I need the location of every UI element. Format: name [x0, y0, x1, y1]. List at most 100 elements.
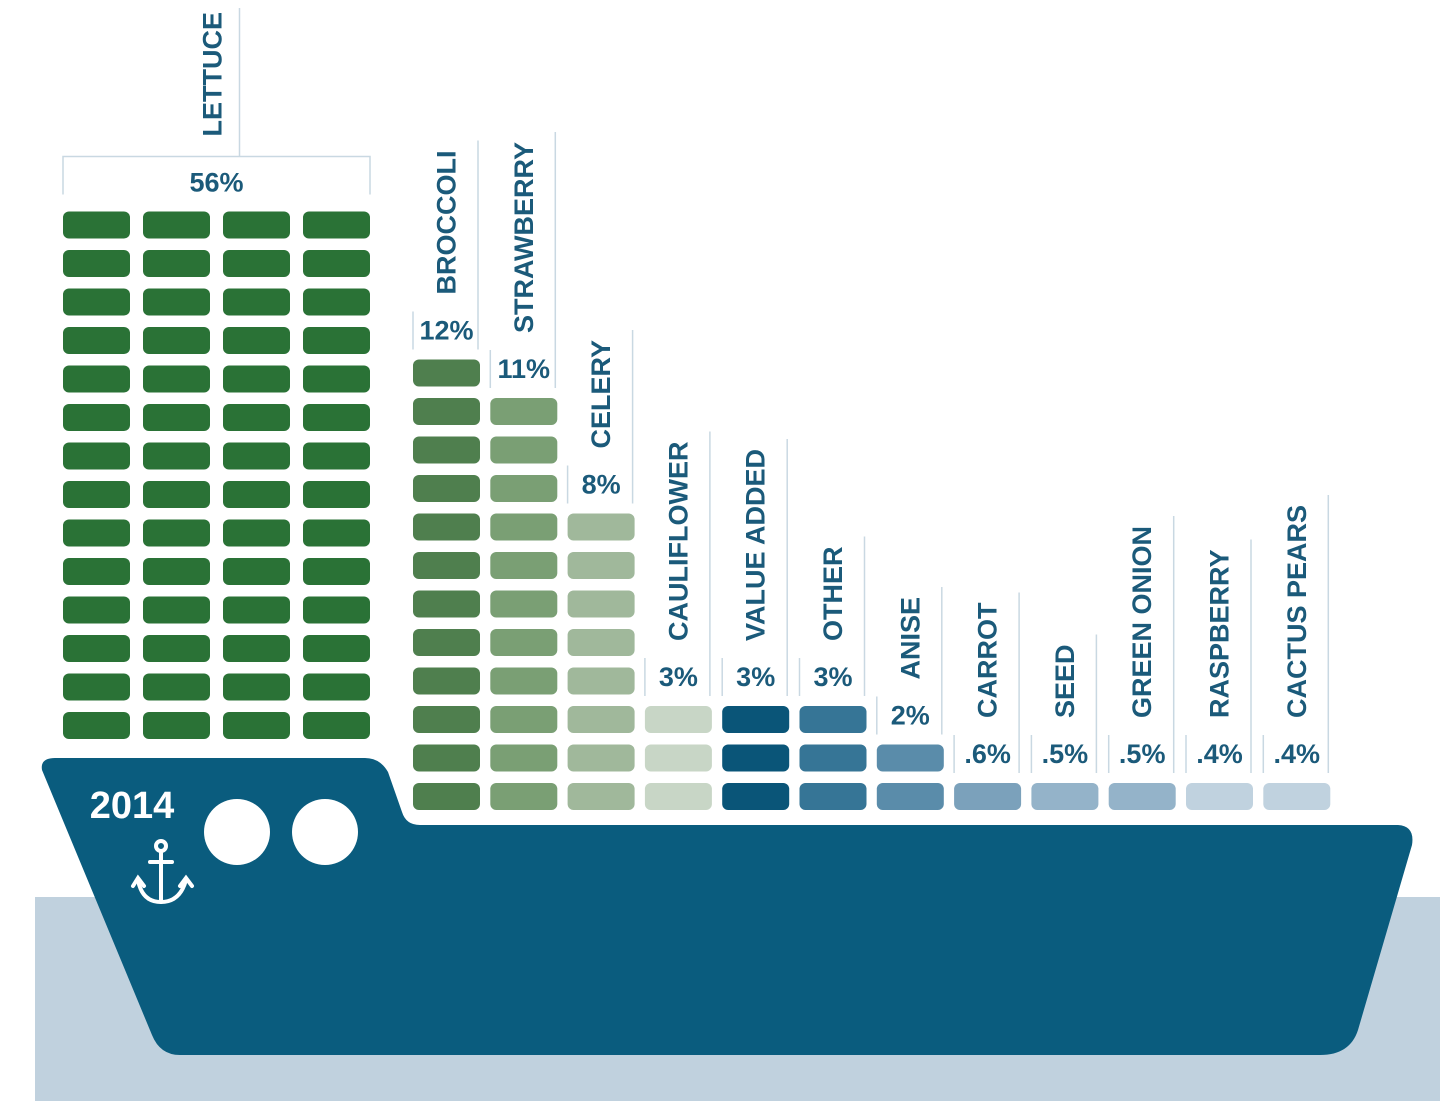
anchor-icon [131, 839, 194, 905]
container [63, 288, 130, 316]
category-label: CACTUS PEARS [1282, 505, 1312, 718]
container [490, 398, 558, 425]
container [143, 211, 210, 239]
container [63, 327, 130, 354]
value-label: 11% [498, 354, 551, 384]
ship-hull [41, 758, 1413, 1055]
container [413, 475, 480, 502]
container-stack [722, 706, 790, 810]
container [1186, 783, 1253, 810]
container [722, 783, 790, 810]
value-label: .5% [1042, 739, 1089, 769]
category-label: ANISE [895, 597, 925, 680]
container [567, 706, 635, 733]
category-label: GREEN ONION [1127, 526, 1157, 718]
container [63, 250, 130, 277]
container-stack [644, 706, 712, 810]
container [644, 744, 712, 772]
porthole [204, 799, 270, 865]
container [303, 481, 370, 508]
container [1031, 783, 1099, 810]
container [223, 327, 290, 354]
category-label: RASPBERRY [1205, 549, 1235, 718]
container [413, 590, 480, 618]
value-label: .5% [1119, 739, 1166, 769]
container [303, 365, 370, 393]
container [143, 481, 210, 508]
container-stack [954, 783, 1022, 810]
container [63, 596, 130, 624]
porthole [292, 799, 358, 865]
container [143, 673, 210, 701]
container [567, 783, 635, 810]
container [954, 783, 1022, 810]
container [413, 398, 480, 425]
container-stack [63, 211, 370, 739]
container [63, 519, 130, 547]
container [413, 667, 480, 695]
container [490, 744, 558, 772]
container [567, 744, 635, 772]
container-stack [876, 744, 944, 810]
container [567, 629, 635, 656]
container [722, 744, 790, 772]
container [223, 250, 290, 277]
container [413, 436, 480, 464]
container [490, 783, 558, 810]
container [303, 211, 370, 239]
category-label: OTHER [818, 547, 848, 642]
category-label: VALUE ADDED [741, 449, 771, 641]
container [63, 404, 130, 431]
container [876, 783, 944, 810]
value-label: .4% [1196, 739, 1243, 769]
container [63, 481, 130, 508]
container [567, 590, 635, 618]
container [223, 211, 290, 239]
container [490, 475, 558, 502]
value-label: 3% [736, 662, 775, 692]
container [567, 667, 635, 695]
container [223, 519, 290, 547]
container [490, 513, 558, 541]
container [303, 404, 370, 431]
container [413, 359, 480, 387]
container [1263, 783, 1331, 810]
value-label: 3% [659, 662, 698, 692]
container [143, 519, 210, 547]
container [490, 629, 558, 656]
container [490, 436, 558, 464]
year-title: 2014 [90, 785, 175, 827]
container [413, 513, 480, 541]
container [143, 288, 210, 316]
container-stack [567, 513, 635, 810]
container [490, 667, 558, 695]
container [143, 442, 210, 470]
container [303, 327, 370, 354]
container [223, 635, 290, 662]
container [490, 590, 558, 618]
container [1108, 783, 1176, 810]
container [223, 365, 290, 393]
container [567, 513, 635, 541]
container-stack [1031, 783, 1099, 810]
container [303, 673, 370, 701]
container [303, 288, 370, 316]
container [413, 706, 480, 733]
container [303, 596, 370, 624]
category-label: LETTUCE [198, 12, 228, 137]
container [303, 519, 370, 547]
container [63, 673, 130, 701]
container [143, 327, 210, 354]
container [644, 783, 712, 810]
category-label: BROCCOLI [432, 151, 462, 295]
container-stack [1263, 783, 1331, 810]
container [303, 635, 370, 662]
container [143, 365, 210, 393]
value-label: 8% [582, 470, 621, 500]
container [799, 706, 867, 733]
container [644, 706, 712, 733]
container [799, 744, 867, 772]
container [223, 481, 290, 508]
bracket [62, 155, 371, 195]
